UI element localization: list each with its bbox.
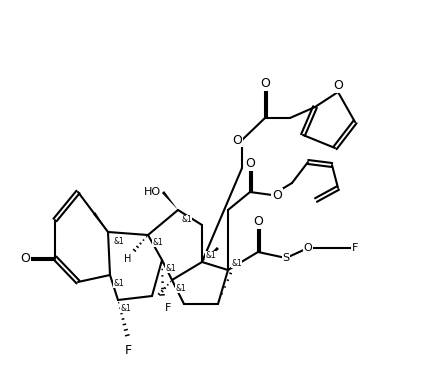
- Text: &1: &1: [181, 215, 192, 224]
- Text: O: O: [304, 243, 312, 253]
- Text: &1: &1: [113, 279, 124, 288]
- Text: H: H: [124, 254, 131, 264]
- Text: O: O: [245, 157, 255, 170]
- Text: S: S: [283, 253, 289, 263]
- Text: &1: &1: [165, 264, 176, 273]
- Text: F: F: [352, 243, 358, 253]
- Text: O: O: [260, 77, 270, 90]
- Polygon shape: [202, 247, 219, 262]
- Text: F: F: [124, 344, 132, 357]
- Text: O: O: [232, 134, 242, 146]
- Polygon shape: [162, 191, 178, 210]
- Text: O: O: [253, 215, 263, 228]
- Polygon shape: [93, 212, 108, 232]
- Text: &1: &1: [152, 238, 163, 247]
- Text: &1: &1: [205, 251, 216, 260]
- Text: &1: &1: [231, 259, 242, 268]
- Text: O: O: [333, 79, 343, 92]
- Text: &1: &1: [120, 304, 131, 313]
- Text: &1: &1: [175, 284, 186, 293]
- Text: &1: &1: [113, 237, 124, 246]
- Text: F: F: [165, 303, 172, 313]
- Text: O: O: [20, 252, 30, 265]
- Text: HO: HO: [144, 187, 161, 197]
- Text: O: O: [272, 189, 282, 201]
